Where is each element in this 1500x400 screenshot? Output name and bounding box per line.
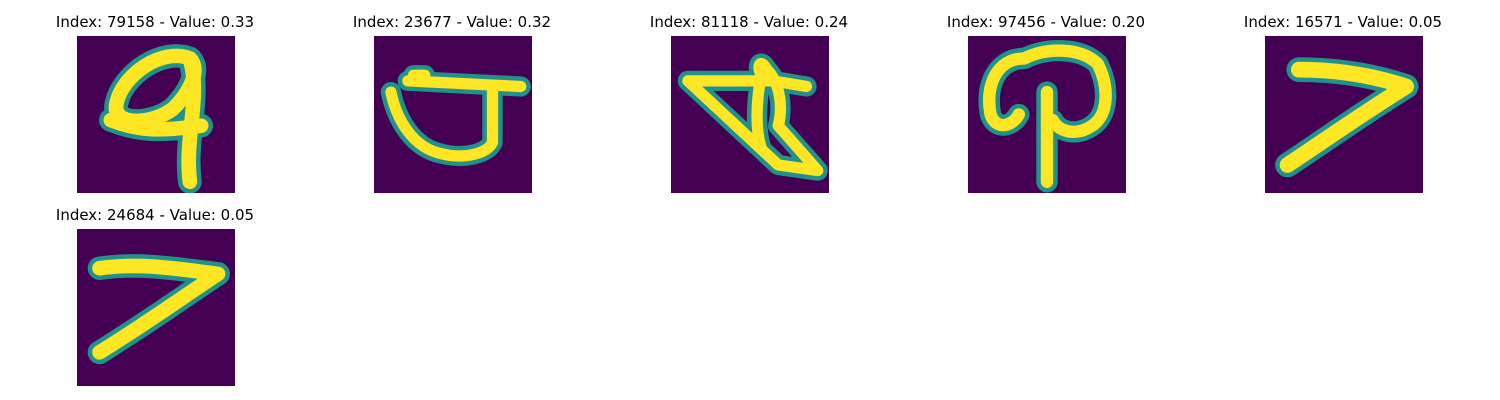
sample-panel-5: Index: 16571 - Value: 0.05 (1188, 12, 1488, 202)
digit-7-icon (1265, 36, 1423, 193)
panel-title: Index: 79158 - Value: 0.33 (55, 13, 255, 31)
panel-title: Index: 81118 - Value: 0.24 (649, 13, 849, 31)
panel-title: Index: 24684 - Value: 0.05 (55, 206, 255, 224)
digit-9-loop-icon (968, 36, 1126, 193)
sample-panel-1: Index: 79158 - Value: 0.33 (0, 12, 300, 202)
triangle-scribble-icon (671, 36, 829, 193)
panel-title: Index: 16571 - Value: 0.05 (1243, 13, 1443, 31)
sample-panel-4: Index: 97456 - Value: 0.20 (891, 12, 1191, 202)
cup-shape-icon (374, 36, 532, 193)
sample-panel-2: Index: 23677 - Value: 0.32 (297, 12, 597, 202)
sample-panel-6: Index: 24684 - Value: 0.05 (0, 205, 300, 395)
digit-4-loop-icon (77, 36, 235, 193)
panel-title: Index: 97456 - Value: 0.20 (946, 13, 1146, 31)
sample-panel-3: Index: 81118 - Value: 0.24 (594, 12, 894, 202)
digit-7-icon (77, 229, 235, 386)
panel-title: Index: 23677 - Value: 0.32 (352, 13, 552, 31)
